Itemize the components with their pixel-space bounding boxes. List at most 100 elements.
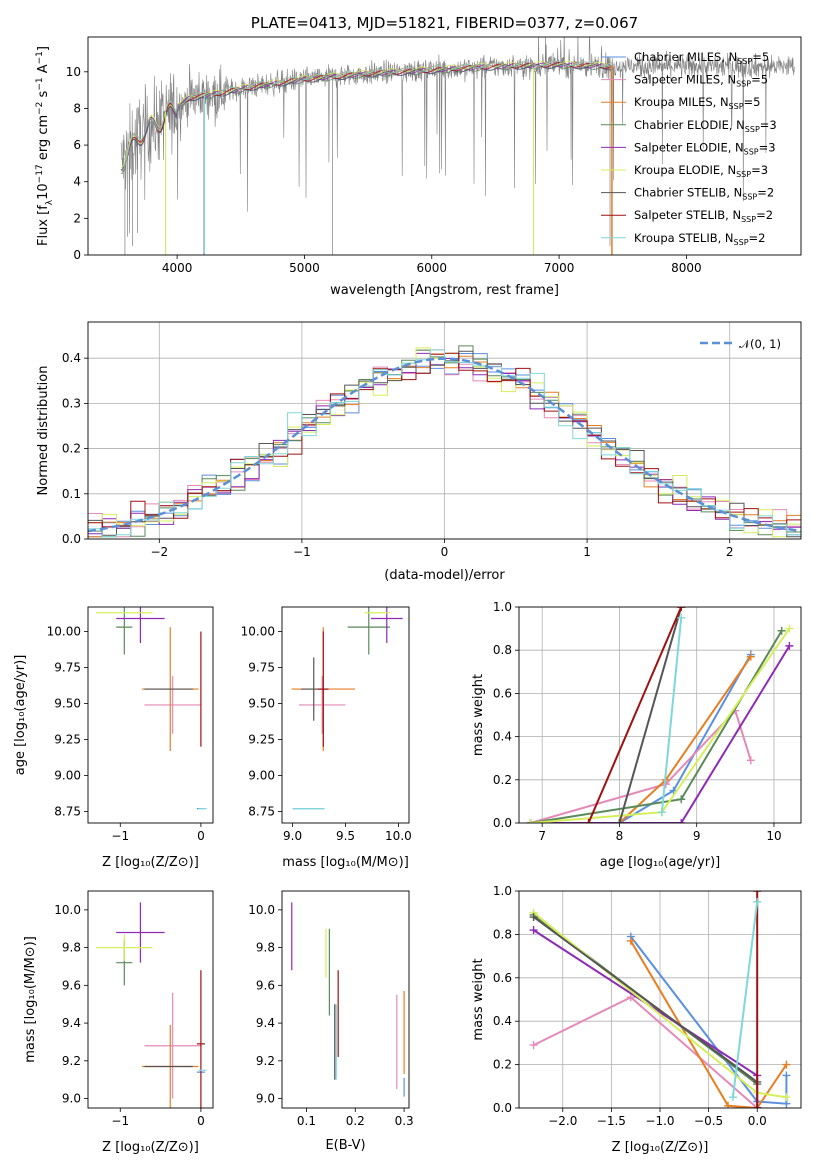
x-tick-label: −1.0	[645, 1114, 674, 1128]
weight-line	[618, 607, 683, 823]
chart-age_Z: −1 0 8.75 9.00 9.25 9.50 9.75 10.00 Z [log₁₀(Z/Z…	[13, 606, 214, 870]
x-tick-label: 0.1	[297, 1114, 316, 1128]
x-tick-label: 7	[538, 829, 546, 843]
model-spectrum	[120, 60, 612, 168]
y-tick-label: 2	[73, 211, 81, 225]
y-tick-label: 0	[73, 248, 81, 262]
x-axis-label: wavelength [Angstrom, rest frame]	[330, 283, 559, 298]
y-tick-label: 9.00	[54, 768, 81, 782]
y-tick-label: 0.2	[493, 1058, 512, 1072]
x-axis-label: Z [log₁₀(Z/Z⊙)]	[102, 855, 199, 870]
model-spectrum	[120, 63, 612, 175]
plot-area-residuals	[88, 322, 801, 539]
y-axis-label: mass weight	[471, 674, 486, 756]
weight-marker	[753, 897, 762, 906]
y-axis-label: mass weight	[471, 958, 486, 1040]
x-tick-label: 9.5	[336, 829, 355, 843]
x-tick-label: 0	[197, 829, 205, 843]
legend-entry: Kroupa STELIB, NSSP=2	[634, 231, 765, 247]
weight-marker	[746, 756, 755, 765]
y-axis-label: mass [log₁₀(M/M⊙)]	[23, 936, 38, 1063]
y-tick-label: 0.6	[493, 971, 512, 985]
normal-curve	[88, 357, 801, 533]
weight-line	[731, 901, 759, 1098]
chart-spectrum: 4000 5000 6000 7000 8000 0 2 4 6 8 10 PLATE=0413, M…	[35, 14, 802, 298]
weight-line	[530, 708, 752, 823]
y-tick-label: 8	[73, 101, 81, 115]
y-tick-label: 9.2	[256, 1054, 275, 1068]
legend-entry: Chabrier MILES, NSSP=5	[634, 50, 769, 66]
weight-marker	[526, 819, 535, 823]
legend-entry: Salpeter STELIB, NSSP=2	[634, 208, 773, 224]
legend-entry: Kroupa ELODIE, NSSP=3	[634, 163, 768, 179]
y-tick-label: 0.6	[493, 686, 512, 700]
x-axis-label: mass [log₁₀(M/M⊙)]	[282, 855, 409, 870]
y-tick-label: 10.00	[241, 624, 275, 638]
axes-frame	[281, 606, 410, 824]
y-tick-label: 9.8	[62, 941, 81, 955]
y-tick-label: 9.2	[62, 1054, 81, 1068]
weight-marker	[677, 613, 686, 622]
weight-marker	[529, 1041, 538, 1050]
y-tick-label: 10.0	[54, 903, 81, 917]
weight-marker	[728, 1093, 737, 1102]
weight-marker	[626, 936, 635, 945]
chart-title: PLATE=0413, MJD=51821, FIBERID=0377, z=0…	[251, 14, 638, 32]
y-tick-label: 0.0	[493, 1101, 512, 1115]
x-axis-label: E(B-V)	[325, 1138, 365, 1153]
y-tick-label: 9.50	[248, 696, 275, 710]
plot-area-weight_Z	[519, 891, 801, 1108]
weight-marker	[782, 1093, 791, 1102]
x-axis-label: (data-model)/error	[384, 568, 505, 583]
weight-line	[530, 645, 791, 823]
axes-frame	[87, 890, 214, 1109]
x-tick-label: 8000	[671, 261, 702, 275]
histogram-series	[88, 349, 801, 538]
x-tick-label: 9.0	[283, 829, 302, 843]
y-tick-label: 0.3	[62, 396, 81, 410]
weight-marker	[677, 607, 686, 611]
weight-line	[660, 617, 683, 813]
x-tick-label: 4000	[162, 261, 193, 275]
weight-marker	[724, 1101, 733, 1108]
y-tick-label: 9.0	[62, 1092, 81, 1106]
plot-area-weight_age	[519, 607, 801, 823]
weight-marker	[615, 819, 624, 823]
plot-area-mass_EBV	[291, 902, 405, 1097]
y-tick-label: 9.6	[256, 978, 275, 992]
y-tick-label: 0.2	[493, 773, 512, 787]
weight-marker	[785, 624, 794, 633]
y-tick-label: 0.4	[62, 351, 81, 365]
y-tick-label: 4	[73, 175, 81, 189]
y-tick-label: 0.8	[493, 927, 512, 941]
y-tick-label: 9.50	[54, 696, 81, 710]
y-tick-label: 0.0	[62, 532, 81, 546]
weight-marker	[777, 626, 786, 635]
x-tick-label: 5000	[289, 261, 320, 275]
legend-entry: Chabrier ELODIE, NSSP=3	[634, 118, 777, 134]
model-spectrum	[120, 61, 612, 171]
model-spectrum	[121, 60, 612, 171]
data-spectrum	[120, 37, 795, 234]
x-axis-label: age [log₁₀(age/yr)]	[600, 855, 721, 870]
weight-line	[533, 916, 758, 1083]
y-tick-label: 9.0	[256, 1092, 275, 1106]
y-tick-label: 0.8	[493, 643, 512, 657]
x-axis-label: Z [log₁₀(Z/Z⊙)]	[612, 1140, 709, 1155]
y-axis-label: Flux [fλ10−17 erg cm−2 s−1 A−1]	[35, 46, 55, 246]
y-axis-label: age [log₁₀(age/yr)]	[13, 655, 28, 776]
weight-marker	[782, 1071, 791, 1080]
y-tick-label: 9.75	[248, 660, 275, 674]
legend-entry: 𝒩(0, 1)	[739, 337, 781, 351]
axes-frame	[518, 606, 802, 824]
weight-marker	[529, 926, 538, 935]
x-tick-label: 0.2	[346, 1114, 365, 1128]
x-tick-label: −1	[111, 1114, 129, 1128]
weight-marker	[746, 652, 755, 661]
model-spectrum	[121, 63, 612, 170]
chart-weight_Z: −2.0 −1.5 −1.0 −0.5 0.0 0.0 0.2 0.4 0.6 0.8 1.0 Z […	[471, 884, 802, 1155]
y-tick-label: 0.2	[62, 442, 81, 456]
y-tick-label: 10.00	[47, 624, 81, 638]
plot-area-age_Z	[96, 607, 207, 810]
